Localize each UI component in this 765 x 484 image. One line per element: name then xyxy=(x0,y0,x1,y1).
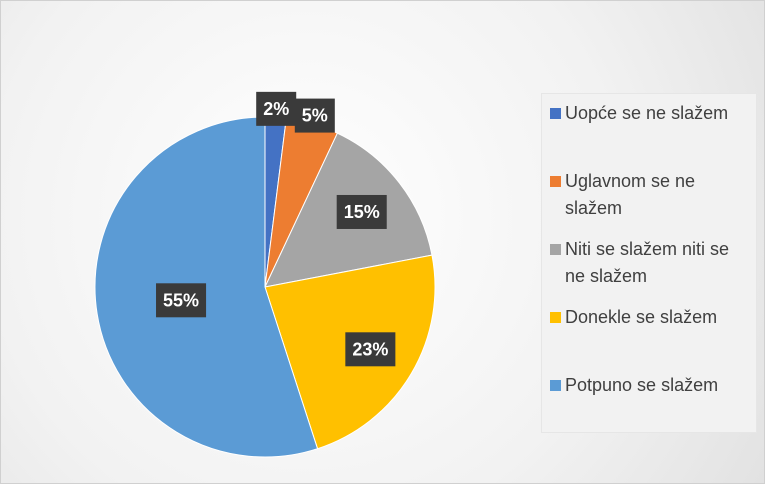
data-label: 2% xyxy=(256,91,297,126)
legend-swatch xyxy=(550,312,561,323)
data-label-text: 55% xyxy=(163,290,199,310)
legend-swatch xyxy=(550,176,561,187)
data-label-text: 23% xyxy=(352,339,388,359)
data-label: 5% xyxy=(294,98,335,133)
data-label-box xyxy=(156,283,207,318)
data-label: 23% xyxy=(345,332,396,367)
pie-slice xyxy=(94,116,319,458)
data-label-text: 2% xyxy=(263,99,289,119)
legend-label: Donekle se slažem xyxy=(565,307,718,327)
legend: Uopće se ne slažem Uglavnom se ne slažem N… xyxy=(541,93,757,433)
data-label-box xyxy=(336,194,387,229)
legend-swatch xyxy=(550,380,561,391)
data-label-text: 15% xyxy=(344,202,380,222)
data-label-box xyxy=(294,98,335,133)
data-label: 55% xyxy=(156,283,207,318)
legend-item: Uglavnom se ne slažem xyxy=(550,168,750,236)
pie-area: 2% 5% 15% 23% 55% xyxy=(94,91,436,458)
data-label-text: 5% xyxy=(302,106,328,126)
data-label: 15% xyxy=(336,194,387,229)
data-label-box xyxy=(345,332,396,367)
legend-item: Niti se slažem niti se ne slažem xyxy=(550,236,750,304)
legend-item: Donekle se slažem xyxy=(550,304,750,372)
legend-item: Uopće se ne slažem xyxy=(550,100,750,168)
legend-item: Potpuno se slažem xyxy=(550,372,750,440)
legend-label: Niti se slažem niti se ne slažem xyxy=(565,239,730,286)
legend-label: Uopće se ne slažem xyxy=(565,103,729,123)
legend-swatch xyxy=(550,244,561,255)
legend-label: Uglavnom se ne slažem xyxy=(565,171,696,218)
legend-label: Potpuno se slažem xyxy=(565,375,719,395)
data-label-box xyxy=(256,91,297,126)
legend-swatch xyxy=(550,108,561,119)
